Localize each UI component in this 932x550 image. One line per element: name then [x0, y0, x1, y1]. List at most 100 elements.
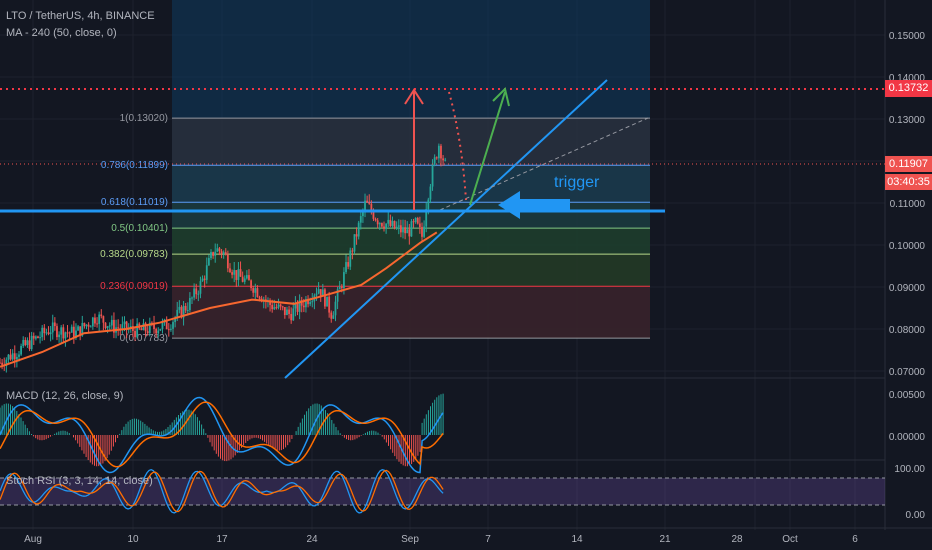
fib-zone-1: [172, 165, 650, 203]
candle: [324, 287, 326, 309]
candle: [218, 246, 221, 256]
y-tick-label: 0.13000: [889, 115, 926, 126]
candle: [406, 221, 409, 234]
candle: [402, 219, 404, 239]
candle: [376, 218, 379, 229]
candle: [300, 296, 303, 313]
candle: [146, 325, 149, 336]
candle: [429, 183, 432, 204]
candle: [134, 327, 136, 342]
candle: [37, 335, 39, 339]
candle: [96, 317, 98, 328]
candle: [155, 327, 158, 338]
ma-legend[interactable]: MA - 240 (50, close, 0): [6, 27, 117, 39]
candle: [288, 305, 290, 319]
x-tick-label: 7: [485, 534, 491, 545]
trigger-annotation[interactable]: trigger: [554, 174, 600, 191]
candle: [368, 194, 371, 205]
projected-pullback-path: [448, 91, 467, 201]
candle: [68, 331, 71, 340]
candle: [239, 261, 242, 277]
candle: [210, 249, 212, 261]
x-tick-label: Oct: [782, 534, 798, 545]
candle: [353, 234, 356, 255]
stoch-rsi-legend[interactable]: Stoch RSI (3, 3, 14, 14, close): [6, 475, 153, 487]
candle: [349, 247, 352, 270]
ascending-trendline[interactable]: [284, 79, 608, 379]
symbol-title[interactable]: LTO / TetherUS, 4h, BINANCE: [6, 10, 155, 22]
candle: [224, 248, 227, 256]
candle: [51, 314, 54, 340]
macd-line: [0, 396, 444, 474]
candle: [241, 271, 244, 283]
candle: [197, 290, 200, 302]
candle: [397, 219, 400, 235]
candle: [60, 325, 63, 343]
candle: [381, 222, 383, 228]
fib-zone-4: [172, 254, 650, 287]
candle: [83, 322, 86, 329]
fib-label-0.236: 0.236(0.09019): [100, 281, 168, 292]
candle: [159, 328, 162, 332]
candle: [195, 283, 198, 299]
candle: [170, 324, 172, 332]
candle: [292, 302, 295, 321]
candle: [383, 221, 385, 232]
green-projection-arrow: [469, 87, 510, 206]
candle: [334, 295, 337, 322]
candle: [412, 218, 415, 228]
candle: [136, 318, 139, 339]
candle: [85, 324, 88, 330]
candle: [191, 296, 193, 304]
candle: [1, 359, 4, 370]
y-tick-label: 0.09000: [889, 283, 926, 294]
macd-legend[interactable]: MACD (12, 26, close, 9): [6, 390, 124, 402]
candle: [433, 154, 436, 167]
macd-tick-label: 0.00000: [889, 432, 926, 443]
candle: [70, 324, 73, 333]
x-tick-label: 10: [127, 534, 139, 545]
fib-label-0.786: 0.786(0.11899): [101, 160, 168, 171]
candle: [326, 296, 328, 307]
candle: [108, 322, 111, 331]
stoch-tick-label: 0.00: [906, 510, 926, 521]
candle: [172, 320, 174, 335]
candle: [399, 219, 402, 238]
candle: [129, 319, 132, 333]
candle: [201, 275, 204, 282]
fib-zone-0: [172, 118, 650, 166]
candle: [252, 285, 255, 297]
candle: [243, 275, 246, 285]
candle: [347, 256, 350, 270]
candle: [414, 217, 417, 224]
x-axis: Aug 10 17 24 Sep 7 14 21 28 Oct 6: [24, 534, 858, 545]
y-tick-label: 0.08000: [889, 325, 926, 336]
candle: [355, 227, 358, 245]
candle: [43, 324, 46, 341]
y-tick-label: 0.07000: [889, 367, 926, 378]
fib-label-0.618: 0.618(0.11019): [101, 197, 168, 208]
candle: [359, 211, 362, 230]
candle: [233, 261, 236, 283]
candle: [64, 331, 67, 347]
macd-panel: [0, 393, 444, 474]
candle: [229, 263, 231, 273]
y-tick-label: 0.14000: [889, 73, 926, 84]
fib-label-0.5: 0.5(0.10401): [111, 223, 168, 234]
candle: [336, 286, 339, 310]
candle: [186, 302, 189, 316]
candle: [203, 275, 206, 288]
candle: [435, 156, 438, 160]
candle: [421, 222, 423, 243]
candle: [22, 336, 25, 348]
candle: [32, 332, 35, 345]
candle: [0, 357, 1, 364]
candle: [199, 276, 202, 299]
candle: [148, 317, 151, 337]
candle: [357, 220, 360, 240]
x-tick-label: Aug: [24, 534, 42, 545]
candle: [110, 315, 113, 330]
candle: [26, 337, 29, 348]
x-tick-label: Sep: [401, 534, 419, 545]
